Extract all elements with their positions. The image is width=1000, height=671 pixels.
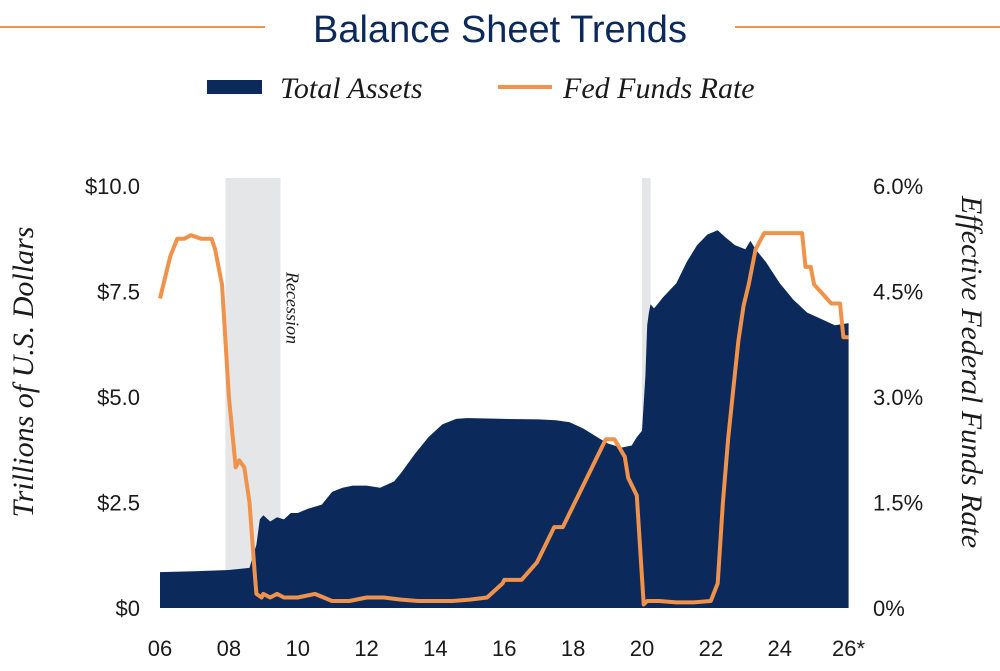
left-axis-ticks: $0 $2.5 $5.0 $7.5 $10.0 [85,174,140,621]
x-tick-label: 20 [630,636,654,661]
x-axis-ticks: 06 08 10 12 14 16 18 20 22 24 26* [148,636,866,661]
x-tick-label: 08 [217,636,241,661]
right-tick-label: 4.5% [873,280,923,305]
right-tick-label: 3.0% [873,385,923,410]
x-tick-label: 16 [492,636,516,661]
x-tick-label: 12 [354,636,378,661]
x-tick-label: 10 [285,636,309,661]
x-tick-label: 24 [767,636,791,661]
recession-label: Recession [282,271,302,344]
x-tick-label: 22 [699,636,723,661]
right-tick-label: 1.5% [873,491,923,516]
fed-funds-rate-line [158,231,849,607]
x-tick-label: 26* [832,636,865,661]
right-tick-label: 0% [873,596,905,621]
x-tick-label: 18 [561,636,585,661]
legend-swatch-total-assets [207,80,262,94]
left-tick-label: $2.5 [97,491,140,516]
left-axis-label: Trillions of U.S. Dollars [7,227,40,518]
right-tick-label: 6.0% [873,174,923,199]
legend-label-total-assets: Total Assets [280,72,423,105]
legend-label-fed-funds-rate: Fed Funds Rate [562,72,755,105]
left-tick-label: $0 [116,596,140,621]
left-tick-label: $5.0 [97,385,140,410]
right-axis-ticks: 0% 1.5% 3.0% 4.5% 6.0% [873,174,923,621]
total-assets-area [160,230,849,609]
left-tick-label: $7.5 [97,280,140,305]
x-tick-label: 14 [423,636,447,661]
left-tick-label: $10.0 [85,174,140,199]
chart-title: Balance Sheet Trends [313,9,687,51]
x-tick-label: 06 [148,636,172,661]
right-axis-label: Effective Federal Funds Rate [955,195,988,548]
